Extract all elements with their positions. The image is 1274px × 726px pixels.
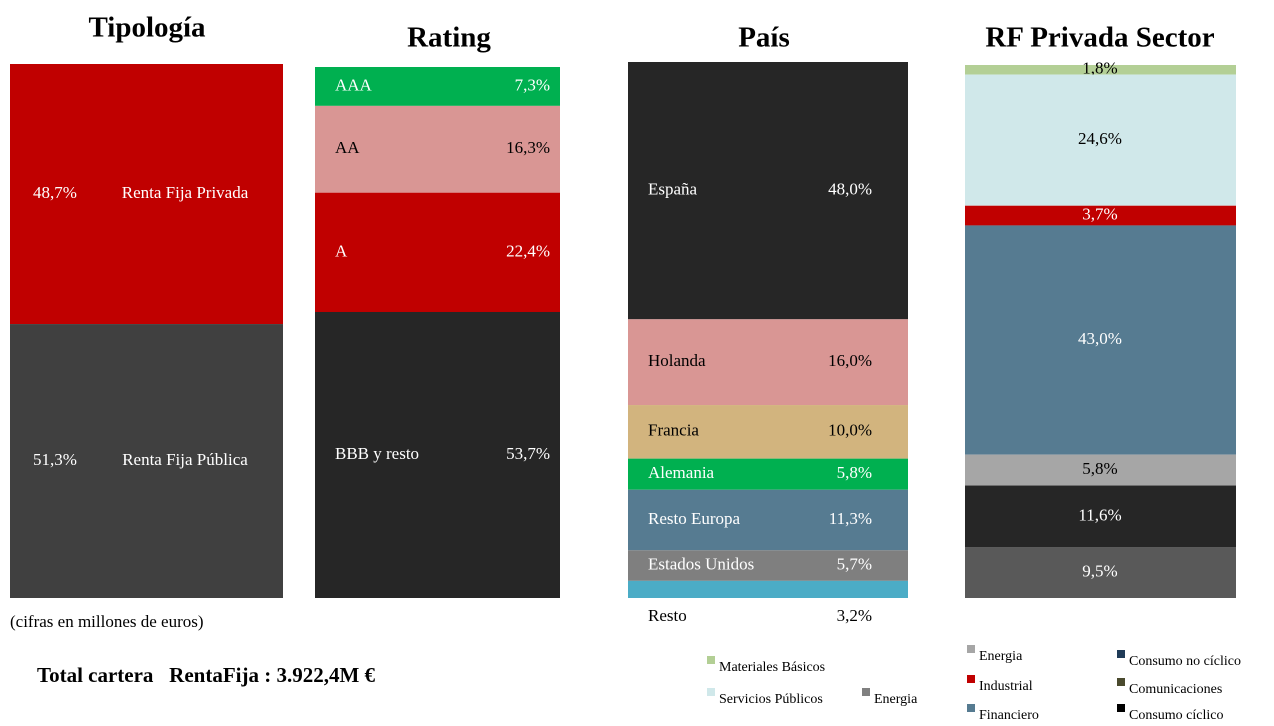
bar-segment — [628, 580, 908, 598]
chart-title: RF Privada Sector — [985, 22, 1214, 54]
value-label: 24,6% — [1078, 129, 1122, 148]
value-label: 3,2% — [837, 606, 872, 625]
legend-swatch — [707, 688, 715, 696]
segment-label: Alemania — [648, 463, 715, 482]
legend-label: Servicios Públicos — [719, 692, 823, 707]
bar-segment — [965, 547, 1236, 598]
bar-segment — [965, 454, 1236, 486]
segment-label: Resto — [648, 606, 687, 625]
chart-title: País — [738, 22, 790, 54]
value-label: 7,3% — [515, 75, 550, 94]
value-label: 11,6% — [1078, 505, 1121, 524]
footnote: (cifras en millones de euros) — [10, 612, 204, 631]
value-label: 43,0% — [1078, 329, 1122, 348]
value-label: 9,5% — [1082, 562, 1117, 581]
bar-segment — [628, 550, 908, 581]
value-label: 16,3% — [506, 138, 550, 157]
legend-swatch — [1117, 650, 1125, 658]
segment-label: Estados Unidos — [648, 554, 754, 573]
segment-label: Resto Europa — [648, 509, 741, 528]
value-label: 22,4% — [506, 241, 550, 260]
legend-label: Financiero — [979, 708, 1039, 723]
value-label: 16,0% — [828, 351, 872, 370]
segment-label: España — [648, 180, 698, 199]
bar-segment — [965, 225, 1236, 455]
chart-title: Tipología — [88, 12, 206, 44]
segment-label: Francia — [648, 421, 699, 440]
legend-label: Energia — [979, 649, 1023, 664]
legend-label: Consumo cíclico — [1129, 708, 1224, 723]
value-label: 5,8% — [1082, 459, 1117, 478]
bar-segment — [315, 105, 560, 193]
legend-swatch — [862, 688, 870, 696]
value-label: 3,7% — [1082, 204, 1117, 223]
value-label: 1,8% — [1082, 59, 1117, 78]
legend-swatch — [1117, 704, 1125, 712]
value-label: 51,3% — [33, 450, 77, 469]
value-label: 53,7% — [506, 444, 550, 463]
legend-swatch — [967, 675, 975, 683]
value-label: 11,3% — [829, 509, 872, 528]
segment-label: Renta Fija Pública — [122, 450, 248, 469]
value-label: 48,0% — [828, 180, 872, 199]
segment-label: AA — [335, 138, 360, 157]
bar-segment — [10, 64, 283, 325]
legend-swatch — [967, 645, 975, 653]
legend-label: Industrial — [979, 679, 1033, 694]
bar-segment — [628, 405, 908, 459]
bar-segment — [315, 67, 560, 106]
segment-label: AAA — [335, 75, 373, 94]
bar-segment — [628, 62, 908, 320]
bar-segment — [315, 311, 560, 598]
chart-title: Rating — [407, 22, 491, 54]
value-label: 48,7% — [33, 183, 77, 202]
legend-label: Energia — [874, 692, 918, 707]
bar-segment — [10, 324, 283, 598]
legend-label: Materiales Básicos — [719, 660, 825, 675]
legend-label: Comunicaciones — [1129, 682, 1222, 697]
legend-swatch — [1117, 678, 1125, 686]
segment-label: Holanda — [648, 351, 706, 370]
value-label: 5,8% — [837, 463, 872, 482]
bar-segment — [965, 485, 1236, 548]
legend-swatch — [967, 704, 975, 712]
legend-swatch — [707, 656, 715, 664]
value-label: 10,0% — [828, 421, 872, 440]
bar-segment — [628, 489, 908, 551]
bar-segment — [965, 74, 1236, 206]
segment-label: BBB y resto — [335, 444, 419, 463]
bar-segment — [315, 192, 560, 312]
segment-label: A — [335, 241, 348, 260]
value-label: 5,7% — [837, 554, 872, 573]
bar-segment — [628, 319, 908, 406]
bar-segment — [628, 458, 908, 490]
bar-segment — [965, 65, 1236, 75]
total-label: Total cartera RentaFija : 3.922,4M € — [37, 663, 376, 687]
legend-label: Consumo no cíclico — [1129, 654, 1241, 669]
bar-segment — [965, 205, 1236, 226]
segment-label: Renta Fija Privada — [122, 183, 249, 202]
